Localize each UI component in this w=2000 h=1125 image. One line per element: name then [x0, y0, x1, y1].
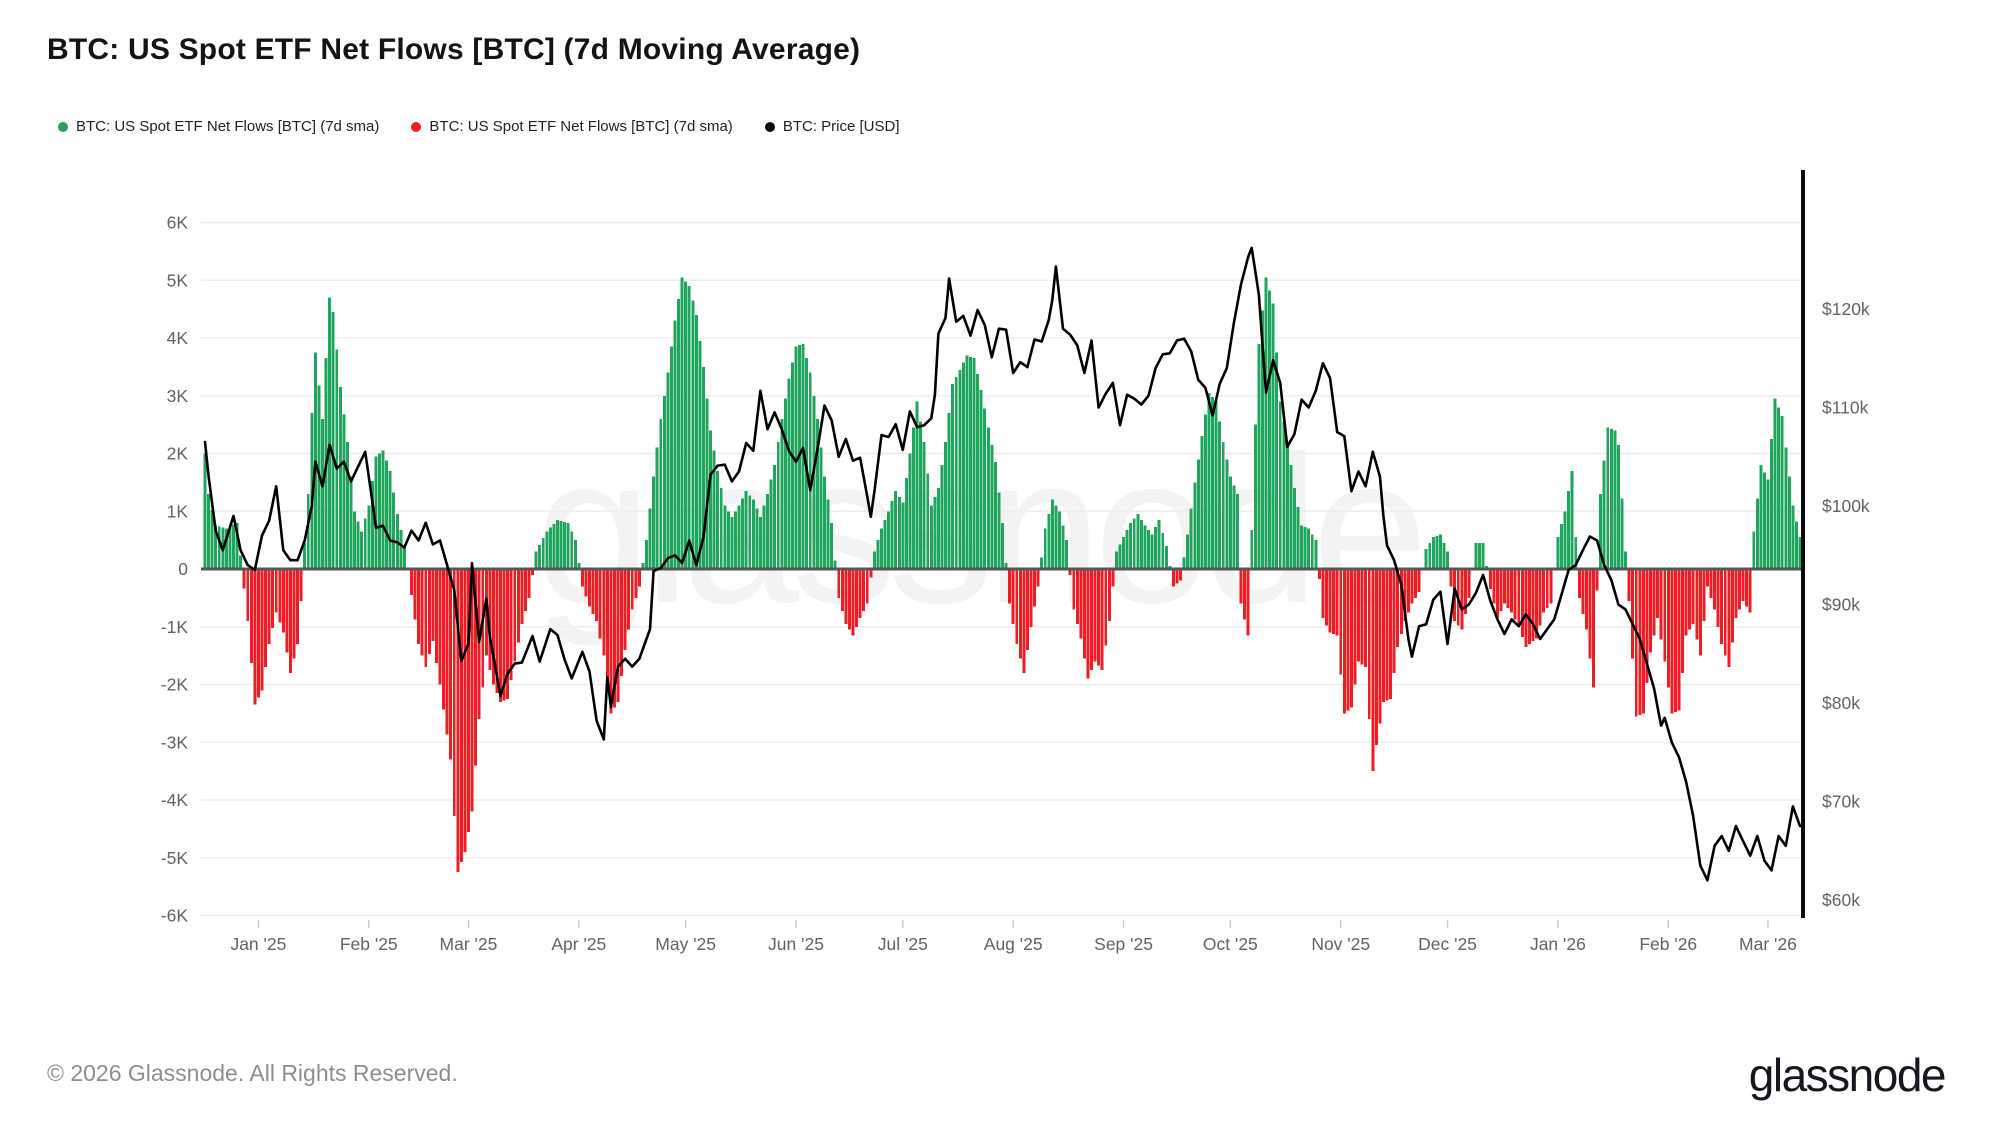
- svg-text:2K: 2K: [167, 444, 189, 464]
- legend-item-outflows[interactable]: BTC: US Spot ETF Net Flows [BTC] (7d sma…: [411, 118, 733, 135]
- svg-text:6K: 6K: [167, 213, 189, 233]
- svg-text:Dec '25: Dec '25: [1418, 934, 1477, 954]
- svg-text:-3K: -3K: [161, 732, 189, 752]
- legend-item-inflows[interactable]: BTC: US Spot ETF Net Flows [BTC] (7d sma…: [58, 118, 379, 135]
- svg-text:0: 0: [178, 559, 188, 579]
- legend-label: BTC: Price [USD]: [782, 118, 900, 135]
- svg-text:Mar '26: Mar '26: [1739, 934, 1797, 954]
- svg-text:Feb '26: Feb '26: [1639, 934, 1697, 954]
- svg-text:3K: 3K: [167, 386, 189, 406]
- svg-text:Aug '25: Aug '25: [984, 934, 1043, 954]
- svg-text:-6K: -6K: [161, 906, 189, 926]
- svg-text:Sep '25: Sep '25: [1094, 934, 1153, 954]
- svg-text:4K: 4K: [167, 328, 189, 348]
- black-series-dot-icon: [764, 121, 775, 132]
- svg-text:Mar '25: Mar '25: [440, 934, 498, 954]
- copyright-text: © 2026 Glassnode. All Rights Reserved.: [47, 1060, 458, 1086]
- chart-legend: BTC: US Spot ETF Net Flows [BTC] (7d sma…: [58, 118, 932, 135]
- svg-text:$90k: $90k: [1822, 595, 1860, 615]
- legend-label: BTC: US Spot ETF Net Flows [BTC] (7d sma…: [76, 118, 380, 135]
- glassnode-logo: glassnode: [1748, 1049, 1947, 1101]
- svg-text:-4K: -4K: [161, 790, 189, 810]
- svg-text:Oct '25: Oct '25: [1203, 934, 1258, 954]
- svg-text:$110k: $110k: [1822, 398, 1869, 418]
- svg-text:$70k: $70k: [1822, 792, 1860, 812]
- green-series-dot-icon: [58, 121, 68, 132]
- svg-text:5K: 5K: [167, 270, 189, 290]
- page-title: BTC: US Spot ETF Net Flows [BTC] (7d Mov…: [47, 33, 861, 66]
- svg-text:$80k: $80k: [1822, 693, 1860, 713]
- svg-text:$100k: $100k: [1822, 496, 1870, 516]
- svg-text:May '25: May '25: [655, 934, 716, 954]
- svg-text:Apr '25: Apr '25: [551, 934, 606, 954]
- svg-text:-1K: -1K: [161, 617, 189, 637]
- svg-text:$60k: $60k: [1822, 890, 1860, 910]
- svg-text:-5K: -5K: [161, 848, 189, 868]
- svg-text:1K: 1K: [167, 501, 189, 521]
- svg-text:-2K: -2K: [161, 675, 189, 695]
- svg-text:Jan '25: Jan '25: [230, 934, 286, 954]
- flows-price-chart[interactable]: 6K 5K 4K 3K 2K 1K 0 -1K -2K -3K -4K -5K -6K $120k $110…: [0, 0, 2000, 1010]
- legend-item-price[interactable]: BTC: Price [USD]: [764, 118, 900, 135]
- red-series-dot-icon: [411, 121, 422, 132]
- svg-text:Jul '25: Jul '25: [878, 934, 928, 954]
- svg-text:Feb '25: Feb '25: [340, 934, 398, 954]
- svg-text:Jun '25: Jun '25: [768, 934, 824, 954]
- svg-text:Nov '25: Nov '25: [1311, 934, 1370, 954]
- svg-text:Jan '26: Jan '26: [1530, 934, 1586, 954]
- svg-text:$120k: $120k: [1822, 299, 1870, 319]
- chart-area[interactable]: 6K 5K 4K 3K 2K 1K 0 -1K -2K -3K -4K -5K -6K $120k $110…: [0, 0, 2000, 1015]
- legend-label: BTC: US Spot ETF Net Flows [BTC] (7d sma…: [429, 118, 733, 135]
